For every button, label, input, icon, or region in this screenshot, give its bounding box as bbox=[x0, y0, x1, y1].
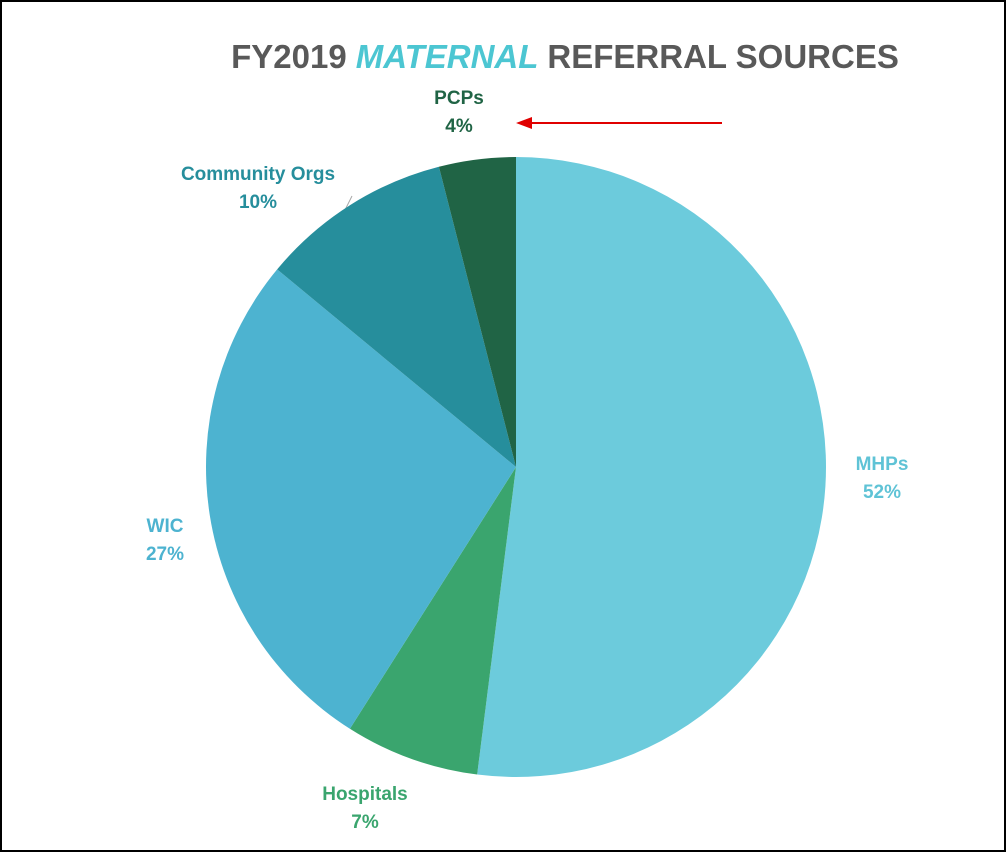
slice-value: 52% bbox=[863, 482, 901, 503]
slice-value: 4% bbox=[445, 116, 473, 137]
chart-title: FY2019 MATERNAL REFERRAL SOURCES bbox=[231, 38, 899, 75]
pie-slice bbox=[477, 157, 827, 778]
pie-slice bbox=[349, 467, 516, 775]
arrow-head bbox=[516, 117, 532, 129]
title-part: FY2019 bbox=[231, 38, 347, 75]
slice-label: Community Orgs bbox=[181, 164, 335, 185]
slice-label: WIC bbox=[147, 516, 184, 537]
pie-slice bbox=[205, 269, 516, 729]
pie-slice bbox=[438, 157, 516, 467]
slice-label: PCPs bbox=[434, 88, 484, 109]
slice-value: 27% bbox=[146, 544, 184, 565]
slice-label: Hospitals bbox=[322, 784, 408, 805]
slice-label: MHPs bbox=[856, 454, 909, 475]
pie-slice bbox=[277, 166, 516, 467]
title-part: REFERRAL SOURCES bbox=[547, 38, 898, 75]
slice-value: 10% bbox=[239, 192, 277, 213]
title-highlight: MATERNAL bbox=[356, 38, 539, 75]
slice-value: 7% bbox=[351, 812, 379, 833]
